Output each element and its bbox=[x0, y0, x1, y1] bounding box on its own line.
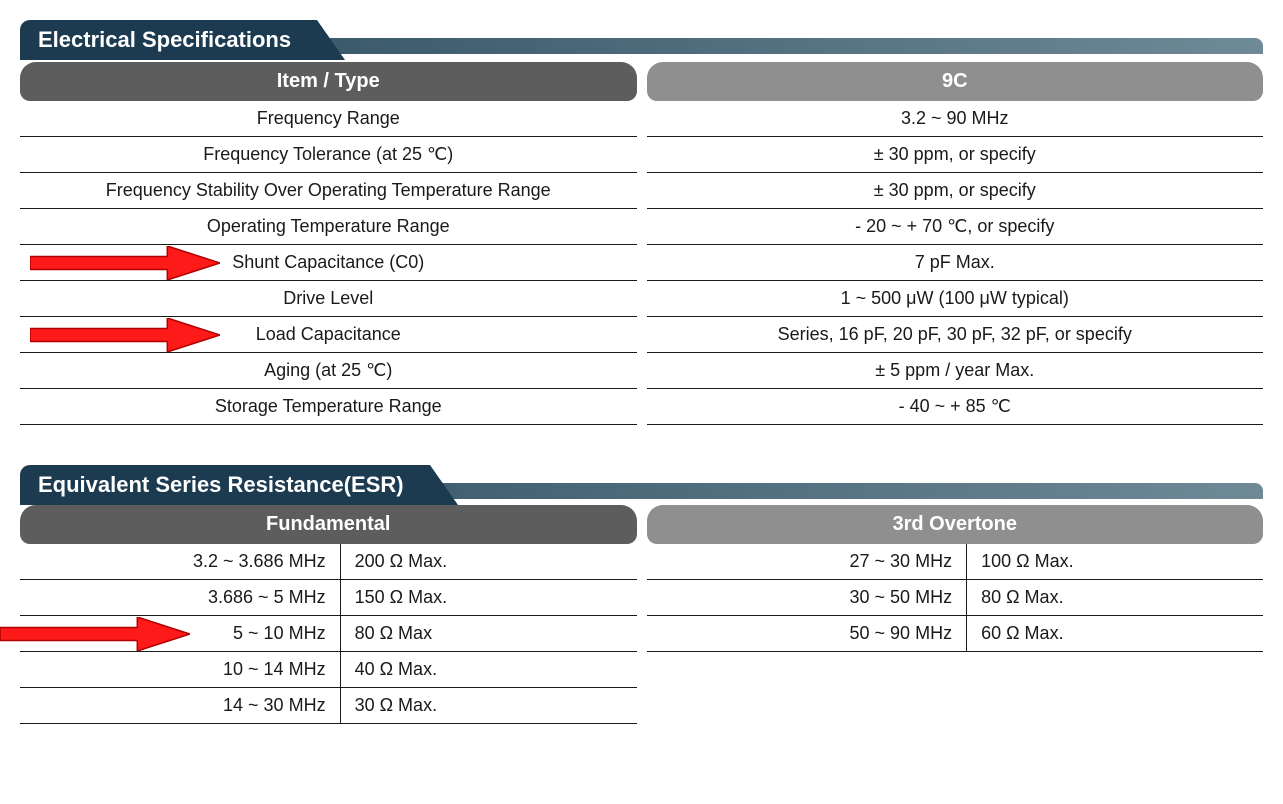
spec-item-cell: Aging (at 25 ℃) bbox=[20, 353, 637, 389]
spec-item-cell: Operating Temperature Range bbox=[20, 209, 637, 245]
esr-value-cell: 30 Ω Max. bbox=[341, 688, 637, 723]
spec-row: Frequency Stability Over Operating Tempe… bbox=[20, 173, 1263, 209]
spec-row: Load Capacitance Series, 16 pF, 20 pF, 30… bbox=[20, 317, 1263, 353]
esr-freq-cell: 3.686 ~ 5 MHz bbox=[20, 580, 341, 615]
esr-column: Fundamental3.2 ~ 3.686 MHz200 Ω Max.3.68… bbox=[20, 505, 637, 724]
esr-section: Equivalent Series Resistance(ESR) Fundam… bbox=[20, 465, 1263, 724]
spec-item-cell: Shunt Capacitance (C0) bbox=[20, 245, 637, 281]
spec-item-cell: Load Capacitance bbox=[20, 317, 637, 353]
spec-value-cell: - 40 ~ + 85 ℃ bbox=[647, 389, 1264, 425]
section-title-bar: Electrical Specifications bbox=[20, 20, 1263, 60]
spec-value-cell: ± 5 ppm / year Max. bbox=[647, 353, 1264, 389]
esr-value-cell: 60 Ω Max. bbox=[967, 616, 1263, 651]
esr-freq-cell: 50 ~ 90 MHz bbox=[647, 616, 968, 651]
spec-header-item: Item / Type bbox=[20, 62, 637, 101]
esr-freq-cell: 27 ~ 30 MHz bbox=[647, 544, 968, 579]
esr-row: 10 ~ 14 MHz40 Ω Max. bbox=[20, 652, 637, 688]
spec-value-cell: 7 pF Max. bbox=[647, 245, 1264, 281]
esr-row: 50 ~ 90 MHz60 Ω Max. bbox=[647, 616, 1264, 652]
esr-freq-cell: 5 ~ 10 MHz bbox=[20, 616, 341, 651]
spec-item-cell: Frequency Tolerance (at 25 ℃) bbox=[20, 137, 637, 173]
esr-table-wrap: Fundamental3.2 ~ 3.686 MHz200 Ω Max.3.68… bbox=[20, 505, 1263, 724]
section-title-bar: Equivalent Series Resistance(ESR) bbox=[20, 465, 1263, 505]
spec-row: Frequency Tolerance (at 25 ℃) ± 30 ppm, o… bbox=[20, 137, 1263, 173]
spec-row: Shunt Capacitance (C0) 7 pF Max. bbox=[20, 245, 1263, 281]
esr-row: 30 ~ 50 MHz80 Ω Max. bbox=[647, 580, 1264, 616]
spec-value-cell: ± 30 ppm, or specify bbox=[647, 137, 1264, 173]
spec-item-cell: Frequency Range bbox=[20, 101, 637, 137]
esr-column-header: Fundamental bbox=[20, 505, 637, 544]
esr-value-cell: 100 Ω Max. bbox=[967, 544, 1263, 579]
esr-row: 27 ~ 30 MHz100 Ω Max. bbox=[647, 544, 1264, 580]
spec-item-cell: Drive Level bbox=[20, 281, 637, 317]
spec-row: Aging (at 25 ℃) ± 5 ppm / year Max. bbox=[20, 353, 1263, 389]
spec-row: Drive Level 1 ~ 500 μW (100 μW typical) bbox=[20, 281, 1263, 317]
section-title: Equivalent Series Resistance(ESR) bbox=[20, 465, 430, 505]
esr-column: 3rd Overtone27 ~ 30 MHz100 Ω Max.30 ~ 50… bbox=[647, 505, 1264, 724]
spec-value-cell: 3.2 ~ 90 MHz bbox=[647, 101, 1264, 137]
spec-value-cell: 1 ~ 500 μW (100 μW typical) bbox=[647, 281, 1264, 317]
spec-table-body: Frequency Range3.2 ~ 90 MHzFrequency Tol… bbox=[20, 101, 1263, 425]
spec-value-cell: - 20 ~ + 70 ℃, or specify bbox=[647, 209, 1264, 245]
esr-freq-cell: 14 ~ 30 MHz bbox=[20, 688, 341, 723]
spec-header-value: 9C bbox=[647, 62, 1264, 101]
esr-row: 14 ~ 30 MHz30 Ω Max. bbox=[20, 688, 637, 724]
esr-freq-cell: 10 ~ 14 MHz bbox=[20, 652, 341, 687]
esr-value-cell: 150 Ω Max. bbox=[341, 580, 637, 615]
esr-row: 5 ~ 10 MHz80 Ω Max bbox=[20, 616, 637, 652]
esr-row: 3.2 ~ 3.686 MHz200 Ω Max. bbox=[20, 544, 637, 580]
spec-row: Frequency Range 3.2 ~ 90 MHz bbox=[20, 101, 1263, 137]
section-title: Electrical Specifications bbox=[20, 20, 317, 60]
esr-row: 3.686 ~ 5 MHz150 Ω Max. bbox=[20, 580, 637, 616]
esr-value-cell: 80 Ω Max. bbox=[967, 580, 1263, 615]
esr-value-cell: 200 Ω Max. bbox=[341, 544, 637, 579]
esr-freq-cell: 30 ~ 50 MHz bbox=[647, 580, 968, 615]
spec-value-cell: ± 30 ppm, or specify bbox=[647, 173, 1264, 209]
esr-freq-cell: 3.2 ~ 3.686 MHz bbox=[20, 544, 341, 579]
electrical-specifications-section: Electrical Specifications Item / Type 9C… bbox=[20, 20, 1263, 425]
spec-item-cell: Storage Temperature Range bbox=[20, 389, 637, 425]
spec-row: Operating Temperature Range - 20 ~ + 70 ℃… bbox=[20, 209, 1263, 245]
spec-row: Storage Temperature Range - 40 ~ + 85 ℃ bbox=[20, 389, 1263, 425]
spec-table-header-row: Item / Type 9C bbox=[20, 62, 1263, 101]
spec-item-cell: Frequency Stability Over Operating Tempe… bbox=[20, 173, 637, 209]
spec-value-cell: Series, 16 pF, 20 pF, 30 pF, 32 pF, or s… bbox=[647, 317, 1264, 353]
esr-column-header: 3rd Overtone bbox=[647, 505, 1264, 544]
esr-value-cell: 40 Ω Max. bbox=[341, 652, 637, 687]
esr-value-cell: 80 Ω Max bbox=[341, 616, 637, 651]
